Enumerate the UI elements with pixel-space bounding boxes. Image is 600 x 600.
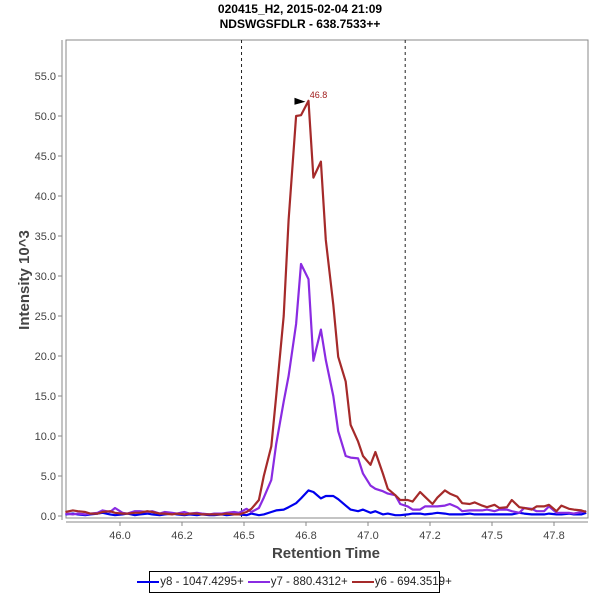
y-tick-label: 40.0	[35, 191, 56, 203]
chart-subtitle: NDSWGSFDLR - 638.7533++	[219, 17, 381, 31]
series-group	[65, 99, 587, 517]
x-tick-label: 46.8	[295, 530, 316, 542]
legend-swatch-y8	[137, 581, 160, 583]
x-tick-label: 46.2	[171, 530, 192, 542]
series-line-y8	[65, 489, 587, 517]
y-tick-label: 45.0	[35, 151, 56, 163]
y-tick-label: 0.0	[41, 511, 56, 523]
legend-item-y6[interactable]: y6 - 694.3519+	[351, 576, 452, 588]
y-axis-label: Intensity 10^3	[16, 230, 33, 330]
y-tick-label: 50.0	[35, 111, 56, 123]
legend: y8 - 1047.4295+ y7 - 880.4312+ y6 - 694.…	[137, 571, 452, 593]
legend-item-y7[interactable]: y7 - 880.4312+	[247, 576, 348, 588]
plot-area-border	[65, 39, 589, 519]
y-tick-label: 20.0	[35, 351, 56, 363]
x-tick-label: 47.0	[357, 530, 378, 542]
legend-label-y7: y7 - 880.4312+	[270, 576, 348, 588]
x-axis-label: Retention Time	[272, 545, 380, 562]
y-tick-label: 15.0	[35, 391, 56, 403]
x-tick-label: 47.5	[481, 530, 502, 542]
peak-marker-icon	[294, 97, 306, 105]
legend-swatch-y6	[351, 581, 374, 583]
y-tick-label: 55.0	[35, 71, 56, 83]
x-tick-label: 47.8	[543, 530, 564, 542]
x-axis: 46.0 46.2 46.5 46.8 47.0 47.2 47.5 47.8	[66, 521, 588, 542]
x-tick-label: 46.5	[233, 530, 254, 542]
x-tick-label: 47.2	[419, 530, 440, 542]
series-line-y7	[65, 262, 587, 516]
y-tick-label: 25.0	[35, 311, 56, 323]
y-tick-label: 10.0	[35, 431, 56, 443]
y-tick-label: 30.0	[35, 271, 56, 283]
peak-label: 46.8	[310, 90, 328, 100]
y-tick-label: 5.0	[41, 471, 56, 483]
x-tick-label: 46.0	[109, 530, 130, 542]
series-line-y6	[65, 99, 587, 516]
peak-annotation: 46.8	[294, 90, 327, 105]
boundary-lines	[241, 40, 406, 518]
y-tick-label: 35.0	[35, 231, 56, 243]
y-axis: 0.0 5.0 10.0 15.0 20.0 25.0 30.0 35.0 40.0 45.0 50…	[35, 40, 63, 523]
legend-item-y8[interactable]: y8 - 1047.4295+	[137, 576, 244, 588]
legend-swatch-y7	[247, 581, 270, 583]
legend-label-y8: y8 - 1047.4295+	[160, 576, 244, 588]
chart-title: 020415_H2, 2015-02-04 21:09	[217, 2, 383, 16]
legend-label-y6: y6 - 694.3519+	[374, 576, 452, 588]
plot-frame	[65, 39, 589, 519]
